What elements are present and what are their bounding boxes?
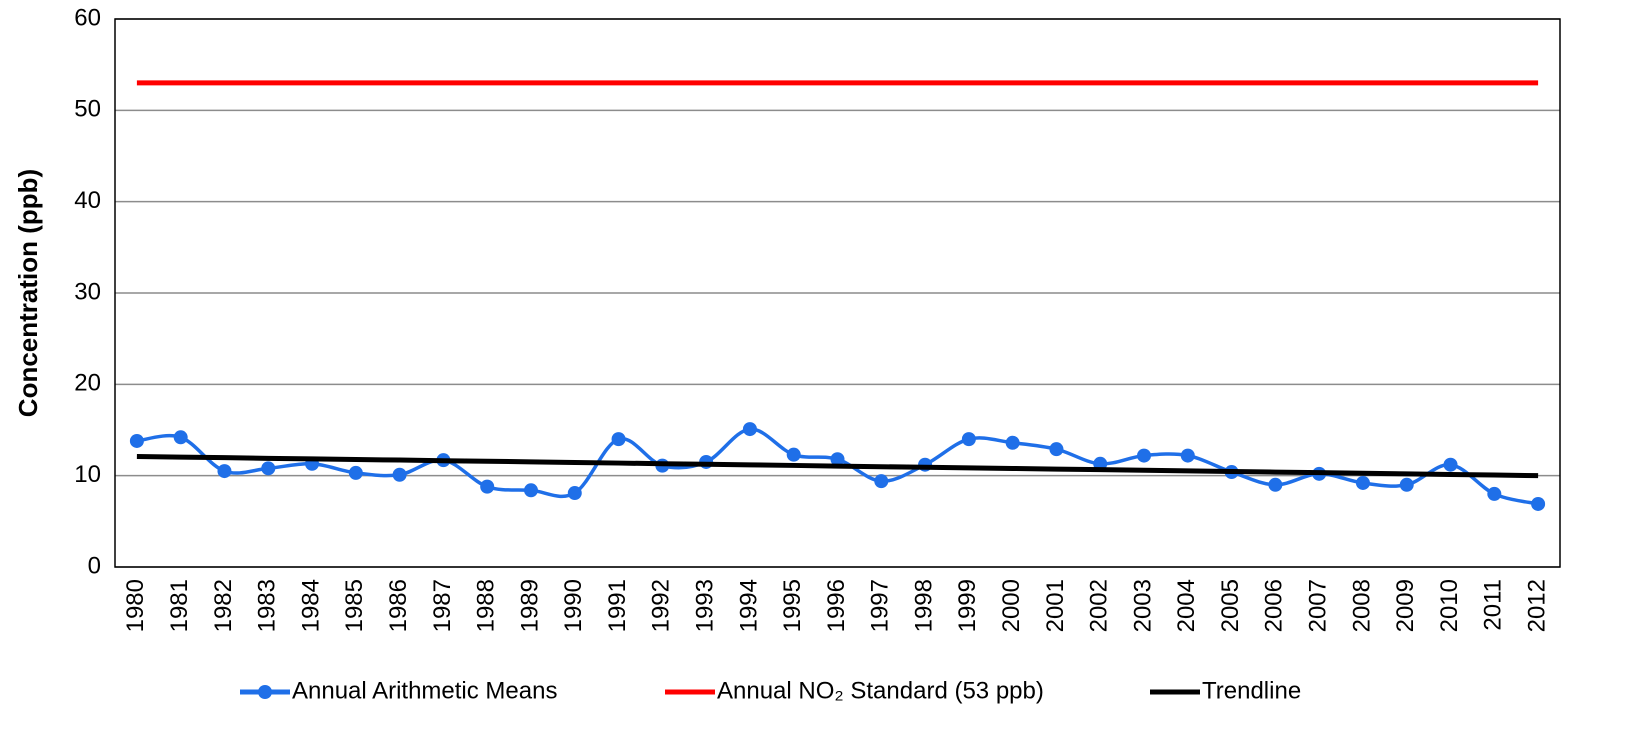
data-point <box>1399 477 1414 492</box>
x-tick-label: 1991 <box>604 579 631 632</box>
x-tick-label: 1985 <box>341 579 368 632</box>
data-point <box>523 483 538 498</box>
data-point <box>1268 477 1283 492</box>
data-point <box>874 474 889 489</box>
plot-border <box>114 18 1561 568</box>
x-tick-label: 2008 <box>1348 579 1375 632</box>
y-tick-label: 20 <box>74 370 101 397</box>
data-point <box>567 486 582 501</box>
x-tick-label: 2005 <box>1217 579 1244 632</box>
x-tick-label: 1983 <box>254 579 281 632</box>
data-point <box>1137 448 1152 463</box>
data-point <box>217 464 232 479</box>
legend-label: Annual NO₂ Standard (53 ppb) <box>717 677 1044 704</box>
data-point <box>830 452 845 467</box>
y-tick-label: 10 <box>74 461 101 488</box>
legend-label: Trendline <box>1202 677 1301 704</box>
data-point <box>1049 442 1064 457</box>
data-point <box>1355 475 1370 490</box>
data-point <box>392 467 407 482</box>
x-tick-label: 1987 <box>429 579 456 632</box>
data-point <box>611 432 626 447</box>
data-point <box>1180 448 1195 463</box>
x-tick-label: 1988 <box>473 579 500 632</box>
y-axis-label: Concentration (ppb) <box>13 169 43 417</box>
series-line <box>136 453 1539 479</box>
data-point <box>1443 457 1458 472</box>
y-tick-label: 0 <box>88 552 101 579</box>
data-point <box>961 432 976 447</box>
data-point <box>1531 496 1546 511</box>
x-tick-label: 1990 <box>560 579 587 632</box>
x-tick-label: 2010 <box>1436 579 1463 632</box>
x-tick-label: 2011 <box>1480 579 1507 631</box>
x-tick-label: 2003 <box>1129 579 1156 632</box>
x-tick-label: 1994 <box>735 579 762 632</box>
data-point <box>480 479 495 494</box>
data-point <box>129 433 144 448</box>
x-tick-label: 2007 <box>1305 579 1332 632</box>
data-point <box>742 422 757 437</box>
x-tick-label: 1980 <box>122 579 149 632</box>
data-point <box>173 430 188 445</box>
x-tick-label: 2006 <box>1261 579 1288 632</box>
x-tick-label: 2000 <box>998 579 1025 632</box>
x-tick-label: 1999 <box>954 579 981 632</box>
legend-label: Annual Arithmetic Means <box>292 677 557 704</box>
x-tick-label: 2001 <box>1042 579 1069 632</box>
x-tick-label: 1996 <box>823 579 850 632</box>
x-tick-label: 1981 <box>166 579 193 632</box>
x-tick-label: 1997 <box>867 579 894 632</box>
x-tick-label: 1989 <box>516 579 543 632</box>
data-point <box>261 461 276 476</box>
x-tick-label: 1984 <box>297 579 324 632</box>
data-point <box>1005 435 1020 450</box>
x-tick-label: 1995 <box>779 579 806 632</box>
x-tick-label: 2004 <box>1173 579 1200 632</box>
legend-marker <box>258 685 272 699</box>
x-tick-label: 1982 <box>210 579 237 632</box>
x-tick-label: 1986 <box>385 579 412 632</box>
x-tick-label: 2009 <box>1392 579 1419 632</box>
x-tick-label: 2002 <box>1086 579 1113 632</box>
y-tick-label: 50 <box>74 96 101 123</box>
data-point <box>786 447 801 462</box>
y-tick-label: 40 <box>74 187 101 214</box>
x-tick-label: 2012 <box>1523 579 1550 632</box>
x-tick-label: 1993 <box>691 579 718 632</box>
y-tick-label: 60 <box>74 4 101 31</box>
y-tick-label: 30 <box>74 278 101 305</box>
data-point <box>348 465 363 480</box>
x-tick-label: 1998 <box>910 579 937 632</box>
x-tick-label: 1992 <box>648 579 675 632</box>
data-point <box>1487 486 1502 501</box>
